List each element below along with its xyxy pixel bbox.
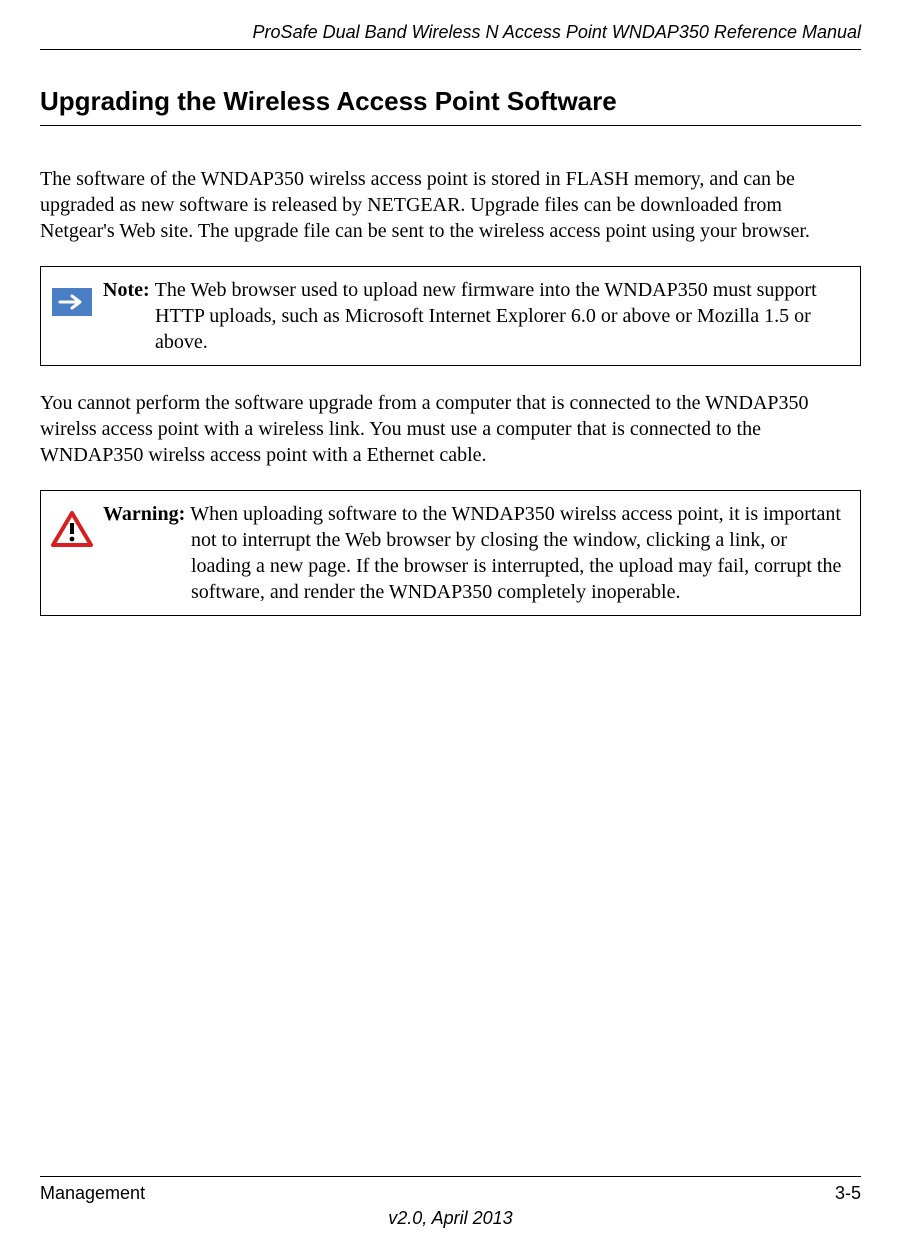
warning-icon-cell [41,491,103,615]
note-text-cell: Note: The Web browser used to upload new… [103,267,860,365]
footer-chapter: Management [40,1183,145,1204]
note-body: Note: The Web browser used to upload new… [103,277,850,355]
footer-version: v2.0, April 2013 [40,1208,861,1229]
section-heading: Upgrading the Wireless Access Point Soft… [40,86,861,126]
arrow-right-icon [51,287,93,317]
warning-label: Warning: [103,503,190,525]
warning-body: Warning: When uploading software to the … [103,501,850,605]
footer-line-1: Management 3-5 [40,1183,861,1204]
note-text: The Web browser used to upload new firmw… [155,279,817,353]
warning-text: When uploading software to the WNDAP350 … [190,503,841,603]
warning-triangle-icon [51,511,93,547]
page-content: ProSafe Dual Band Wireless N Access Poin… [0,0,901,616]
warning-callout: Warning: When uploading software to the … [40,490,861,616]
ethernet-paragraph: You cannot perform the software upgrade … [40,390,861,468]
footer-rule [40,1176,861,1177]
note-icon-cell [41,267,103,365]
warning-text-cell: Warning: When uploading software to the … [103,491,860,615]
page-footer: Management 3-5 v2.0, April 2013 [40,1176,861,1229]
header-manual-title: ProSafe Dual Band Wireless N Access Poin… [40,22,861,50]
note-callout: Note: The Web browser used to upload new… [40,266,861,366]
intro-paragraph: The software of the WNDAP350 wirelss acc… [40,166,861,244]
note-label: Note: [103,279,155,301]
footer-page-number: 3-5 [835,1183,861,1204]
